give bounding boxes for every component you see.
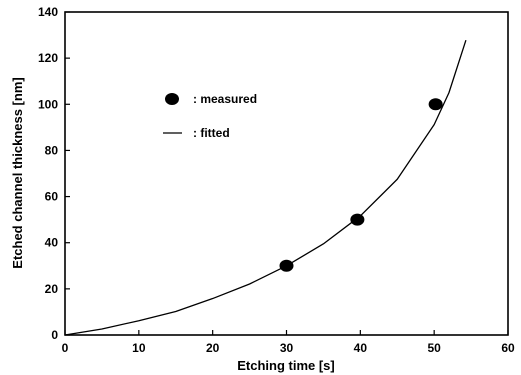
- y-axis-ticks: 0 20 40 60 80 100 120 140: [38, 5, 70, 342]
- fitted-curve: [64, 39, 467, 336]
- measured-point: [279, 259, 294, 272]
- y-tick-label: 100: [38, 97, 58, 111]
- y-tick-label: 60: [45, 190, 59, 204]
- x-tick-label: 0: [62, 341, 69, 355]
- x-axis-title: Etching time [s]: [237, 358, 335, 373]
- plot-content: [64, 39, 467, 336]
- x-tick-label: 40: [354, 341, 368, 355]
- y-tick-label: 20: [45, 282, 59, 296]
- y-tick-label: 0: [51, 328, 58, 342]
- y-tick-label: 140: [38, 5, 58, 19]
- y-tick-label: 40: [45, 236, 59, 250]
- y-axis-title: Etched channel thickness [nm]: [10, 77, 25, 268]
- x-tick-label: 60: [501, 341, 515, 355]
- x-tick-label: 10: [132, 341, 146, 355]
- x-axis-ticks: 0 10 20 30 40 50 60: [62, 330, 515, 355]
- y-tick-label: 80: [45, 143, 59, 157]
- legend: : measured : fitted: [163, 92, 257, 140]
- x-tick-label: 50: [427, 341, 441, 355]
- plot-frame: [64, 11, 509, 336]
- x-tick-label: 20: [206, 341, 220, 355]
- measured-point: [350, 213, 365, 226]
- legend-label-fitted: : fitted: [193, 126, 230, 140]
- legend-label-measured: : measured: [193, 92, 257, 106]
- measured-point: [428, 98, 443, 111]
- x-tick-label: 30: [280, 341, 294, 355]
- y-tick-label: 120: [38, 51, 58, 65]
- legend-marker-measured: [165, 93, 179, 105]
